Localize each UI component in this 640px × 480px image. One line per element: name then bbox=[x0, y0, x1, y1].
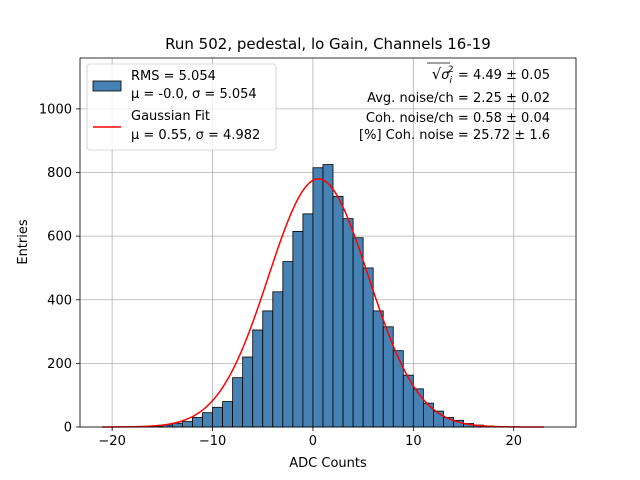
sqrt-symbol: √ bbox=[432, 65, 442, 83]
histogram-bar bbox=[392, 350, 404, 428]
legend-fit-label: Gaussian Fit bbox=[131, 109, 210, 124]
legend-fit-stats: μ = 0.55, σ = 4.982 bbox=[131, 128, 260, 143]
x-tick-label: 0 bbox=[309, 434, 317, 449]
histogram-bar bbox=[242, 356, 254, 428]
histogram-bar bbox=[292, 230, 304, 428]
annotation-sigma-sum: √σi2 = 4.49 ± 0.05 bbox=[432, 65, 550, 86]
x-tick-label: −20 bbox=[98, 434, 125, 449]
histogram-bar bbox=[422, 402, 434, 428]
x-tick-label: 10 bbox=[405, 434, 422, 449]
histogram-bar bbox=[322, 164, 334, 428]
y-tick-label: 200 bbox=[47, 357, 72, 372]
y-tick-label: 400 bbox=[47, 293, 72, 308]
y-tick-label: 600 bbox=[47, 230, 72, 245]
histogram-bar bbox=[332, 195, 344, 428]
annotation-coh-noise: Coh. noise/ch = 0.58 ± 0.04 bbox=[366, 111, 550, 126]
histogram-bar bbox=[262, 310, 274, 428]
annotation-avg-noise: Avg. noise/ch = 2.25 ± 0.02 bbox=[367, 91, 550, 106]
histogram-bar bbox=[272, 291, 284, 428]
y-tick-label: 1000 bbox=[39, 102, 72, 117]
histogram-bar bbox=[202, 412, 213, 428]
legend-histogram-stats: μ = -0.0, σ = 5.054 bbox=[131, 87, 257, 102]
plot-frame bbox=[79, 57, 577, 428]
histogram-bar bbox=[412, 388, 424, 428]
histogram-bar bbox=[182, 421, 193, 428]
legend-histogram-swatch bbox=[92, 80, 122, 92]
annotation-coh-noise-percent: [%] Coh. noise = 25.72 ± 1.6 bbox=[359, 128, 550, 143]
histogram-bar bbox=[212, 406, 223, 428]
histogram-bar bbox=[352, 237, 364, 428]
histogram-bar bbox=[302, 213, 314, 428]
x-tick-label: 20 bbox=[505, 434, 522, 449]
histogram-bar bbox=[192, 417, 203, 428]
histogram-bar bbox=[252, 329, 264, 428]
histogram-bar bbox=[282, 261, 294, 428]
superscript-2: 2 bbox=[448, 65, 454, 75]
chart-title: Run 502, pedestal, lo Gain, Channels 16-… bbox=[165, 35, 491, 53]
x-axis-ticks: −20 −10 0 10 20 bbox=[98, 427, 522, 449]
y-tick-label: 800 bbox=[47, 166, 72, 181]
x-axis-label: ADC Counts bbox=[289, 456, 367, 471]
histogram-bar bbox=[342, 218, 354, 428]
y-tick-label: 0 bbox=[64, 421, 72, 436]
x-tick-label: −10 bbox=[199, 434, 226, 449]
histogram-bar bbox=[222, 401, 234, 428]
histogram-bar bbox=[232, 377, 244, 428]
histogram-bar bbox=[372, 310, 384, 428]
gaussian-fit-curve bbox=[102, 178, 544, 428]
sigma-sum-value: = 4.49 ± 0.05 bbox=[454, 68, 550, 83]
noise-annotations: √σi2 = 4.49 ± 0.05 Avg. noise/ch = 2.25 … bbox=[359, 62, 550, 143]
legend: RMS = 5.054 μ = -0.0, σ = 5.054 Gaussian… bbox=[86, 63, 277, 151]
legend-histogram-label: RMS = 5.054 bbox=[131, 69, 216, 84]
histogram-bar bbox=[312, 167, 324, 428]
subscript-i: i bbox=[450, 76, 453, 86]
sigma-symbol: σ bbox=[441, 68, 450, 83]
legend-box bbox=[86, 63, 277, 151]
y-axis-ticks: 0 200 400 600 800 1000 bbox=[39, 102, 80, 436]
y-axis-label: Entries bbox=[16, 219, 31, 265]
histogram-bar bbox=[362, 267, 374, 428]
